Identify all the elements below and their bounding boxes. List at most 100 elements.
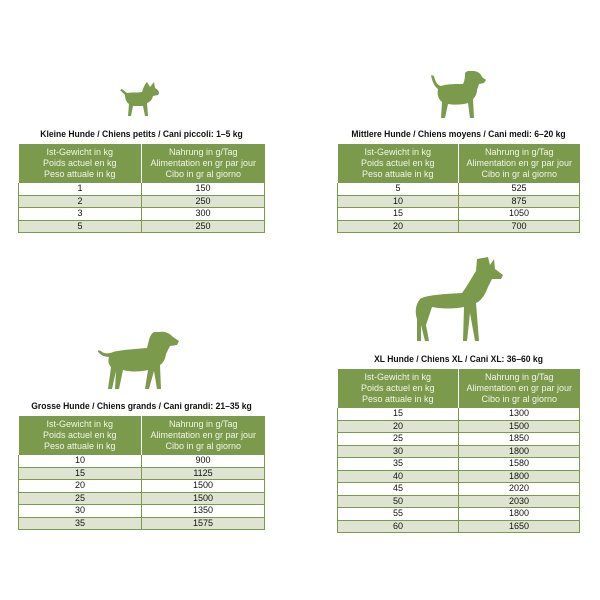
weight-cell: 5	[18, 220, 142, 233]
table-row: 35 1575	[18, 517, 265, 530]
food-cell: 1050	[458, 207, 580, 221]
header-line: Alimentation en gr par jour	[150, 158, 257, 168]
header-line: Cibo in gr al giorno	[165, 441, 242, 451]
table-row: 5 525	[337, 183, 580, 196]
header-line: Poids actuel en kg	[360, 158, 435, 168]
weight-cell: 45	[337, 482, 459, 496]
weight-cell: 15	[18, 467, 142, 480]
header-line: Cibo in gr al giorno	[481, 394, 558, 404]
weight-cell: 15	[337, 408, 459, 421]
table-title: Mittlere Hunde / Chiens moyens / Cani me…	[351, 129, 566, 140]
feeding-table-block: Grosse Hunde / Chiens grands / Cani gran…	[18, 401, 265, 530]
table-row: 10 875	[337, 195, 580, 208]
header-line: Poids actuel en kg	[42, 430, 117, 440]
table-row: 20 1500	[18, 479, 265, 493]
food-cell: 1125	[141, 467, 265, 480]
xl-dog-icon	[415, 257, 503, 341]
header-line: Nahrung in g/Tag	[168, 147, 238, 157]
food-cell: 2020	[458, 482, 580, 496]
header-line: Peso attuale in kg	[43, 169, 116, 179]
header-row: Ist-Gewicht in kg Poids actuel en kg Peso …	[337, 144, 580, 183]
header-line: Alimentation en gr par jour	[466, 158, 573, 168]
table-title: XL Hunde / Chiens XL / Cani XL: 36–60 kg	[374, 354, 543, 365]
column-header-food: Nahrung in g/Tag Alimentation en gr par j…	[458, 369, 580, 408]
header-line: Nahrung in g/Tag	[484, 147, 554, 157]
header-line: Ist-Gewicht in kg	[46, 147, 114, 157]
header-line: Nahrung in g/Tag	[484, 372, 554, 382]
weight-cell: 1	[18, 183, 142, 196]
header-line: Peso attuale in kg	[43, 441, 116, 451]
food-cell: 1500	[141, 479, 265, 493]
food-cell: 250	[141, 220, 265, 233]
food-cell: 1500	[458, 420, 580, 433]
header-line: Peso attuale in kg	[361, 169, 434, 179]
feeding-table: Ist-Gewicht in kg Poids actuel en kg Peso …	[18, 416, 265, 530]
table-row: 3 300	[18, 207, 265, 221]
weight-cell: 30	[18, 504, 142, 518]
weight-cell: 35	[337, 457, 459, 471]
food-cell: 1850	[458, 432, 580, 446]
food-cell: 525	[458, 183, 580, 196]
weight-cell: 40	[337, 470, 459, 483]
table-row: 40 1800	[337, 470, 580, 483]
weight-cell: 2	[18, 195, 142, 208]
table-row: 35 1580	[337, 457, 580, 471]
food-cell: 150	[141, 183, 265, 196]
table-title: Kleine Hunde / Chiens petits / Cani picc…	[40, 129, 243, 140]
column-header-food: Nahrung in g/Tag Alimentation en gr par j…	[141, 416, 265, 455]
column-header-weight: Ist-Gewicht in kg Poids actuel en kg Peso …	[18, 416, 142, 455]
table-row: 15 1300	[337, 408, 580, 421]
column-header-food: Nahrung in g/Tag Alimentation en gr par j…	[458, 144, 580, 183]
weight-cell: 3	[18, 207, 142, 221]
column-header-weight: Ist-Gewicht in kg Poids actuel en kg Peso …	[337, 369, 459, 408]
weight-cell: 25	[18, 492, 142, 505]
table-row: 25 1500	[18, 492, 265, 505]
food-cell: 1575	[141, 517, 265, 530]
large-dog-icon	[98, 331, 179, 389]
table-row: 30 1350	[18, 504, 265, 518]
table-row: 10 900	[18, 455, 265, 468]
feeding-table: Ist-Gewicht in kg Poids actuel en kg Peso …	[18, 144, 265, 233]
header-line: Alimentation en gr par jour	[466, 383, 573, 393]
header-row: Ist-Gewicht in kg Poids actuel en kg Peso …	[18, 416, 265, 455]
food-cell: 1300	[458, 408, 580, 421]
table-row: 1 150	[18, 183, 265, 196]
weight-cell: 20	[337, 220, 459, 233]
table-row: 5 250	[18, 220, 265, 233]
header-line: Nahrung in g/Tag	[168, 419, 238, 429]
food-cell: 1500	[141, 492, 265, 505]
table-row: 15 1050	[337, 207, 580, 221]
weight-cell: 10	[18, 455, 142, 468]
food-cell: 1650	[458, 520, 580, 533]
food-cell: 1800	[458, 507, 580, 521]
table-row: 2 250	[18, 195, 265, 208]
weight-cell: 50	[337, 495, 459, 508]
table-row: 15 1125	[18, 467, 265, 480]
food-cell: 1580	[458, 457, 580, 471]
table-title: Grosse Hunde / Chiens grands / Cani gran…	[31, 401, 252, 412]
weight-cell: 25	[337, 432, 459, 446]
table-row: 50 2030	[337, 495, 580, 508]
header-line: Ist-Gewicht in kg	[364, 147, 432, 157]
feeding-table-block: Mittlere Hunde / Chiens moyens / Cani me…	[337, 129, 580, 233]
weight-cell: 20	[18, 479, 142, 493]
food-cell: 2030	[458, 495, 580, 508]
weight-cell: 20	[337, 420, 459, 433]
food-cell: 1800	[458, 445, 580, 458]
header-line: Cibo in gr al giorno	[165, 169, 242, 179]
food-cell: 900	[141, 455, 265, 468]
weight-cell: 15	[337, 207, 459, 221]
feeding-table-block: Kleine Hunde / Chiens petits / Cani picc…	[18, 129, 265, 233]
feeding-table-block: XL Hunde / Chiens XL / Cani XL: 36–60 kg…	[337, 354, 580, 533]
table-row: 25 1850	[337, 432, 580, 446]
table-row: 20 1500	[337, 420, 580, 433]
header-line: Ist-Gewicht in kg	[46, 419, 114, 429]
feeding-table: Ist-Gewicht in kg Poids actuel en kg Peso …	[337, 144, 580, 233]
medium-dog-icon	[431, 71, 486, 118]
feeding-table: Ist-Gewicht in kg Poids actuel en kg Peso …	[337, 369, 580, 533]
food-cell: 700	[458, 220, 580, 233]
weight-cell: 60	[337, 520, 459, 533]
column-header-weight: Ist-Gewicht in kg Poids actuel en kg Peso …	[18, 144, 142, 183]
weight-cell: 30	[337, 445, 459, 458]
table-row: 20 700	[337, 220, 580, 233]
